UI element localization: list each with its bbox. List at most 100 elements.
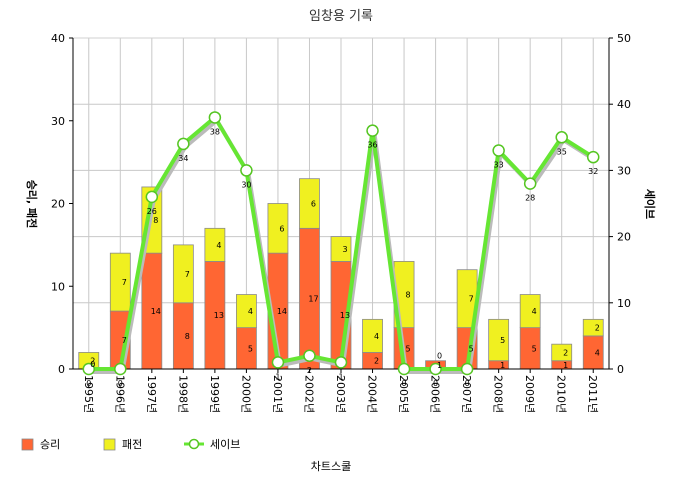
bar-승리 bbox=[582, 335, 604, 370]
data-label-승리: 5 bbox=[406, 344, 411, 353]
data-label-세이브: 33 bbox=[494, 161, 504, 170]
data-label-패전: 8 bbox=[153, 216, 158, 225]
data-label-승리: 5 bbox=[248, 344, 253, 353]
bar-승리 bbox=[362, 352, 383, 370]
bar-승리 bbox=[519, 327, 541, 370]
data-label-패전: 6 bbox=[279, 224, 284, 233]
data-label-패전: 4 bbox=[248, 307, 253, 316]
data-label-패전: 2 bbox=[595, 324, 600, 333]
bar-패전 bbox=[236, 294, 257, 329]
data-label-승리: 13 bbox=[214, 311, 224, 320]
x-tick-label: 2006년 bbox=[429, 375, 442, 413]
x-tick-label: 1998년 bbox=[176, 375, 189, 413]
y2-tick-label: 20 bbox=[617, 231, 631, 244]
data-label-패전: 2 bbox=[563, 348, 568, 357]
save-point bbox=[271, 356, 285, 369]
legend-label-승리: 승리 bbox=[40, 438, 60, 451]
bar-승리 bbox=[236, 327, 257, 370]
data-label-패전: 5 bbox=[500, 336, 505, 345]
x-tick-label: 2002년 bbox=[302, 375, 315, 413]
data-label-세이브: 0 bbox=[86, 379, 91, 388]
save-point bbox=[555, 131, 568, 144]
save-point bbox=[586, 150, 600, 164]
y2-axis-label: 세이브 bbox=[643, 189, 657, 219]
data-label-세이브: 36 bbox=[367, 141, 377, 150]
save-point bbox=[208, 111, 222, 124]
x-tick-label: 2004년 bbox=[366, 375, 379, 413]
data-label-승리: 14 bbox=[277, 307, 287, 316]
bar-패전 bbox=[551, 343, 573, 362]
x-tick-label: 2010년 bbox=[555, 375, 568, 413]
data-label-패전: 2 bbox=[90, 357, 95, 366]
y2-tick-label: 10 bbox=[617, 297, 631, 310]
data-label-세이브: 26 bbox=[147, 207, 157, 216]
data-label-승리: 7 bbox=[122, 336, 127, 345]
data-label-패전: 7 bbox=[469, 295, 474, 304]
data-label-패전: 7 bbox=[185, 270, 190, 279]
data-label-세이브: 38 bbox=[210, 127, 220, 136]
bar-승리 bbox=[488, 360, 510, 370]
data-label-세이브: 1 bbox=[338, 372, 343, 381]
data-label-승리: 1 bbox=[563, 361, 568, 370]
x-tick-label: 2005년 bbox=[397, 375, 410, 413]
bar-패전 bbox=[299, 178, 320, 229]
data-label-패전: 4 bbox=[216, 241, 221, 250]
bar-패전 bbox=[204, 227, 226, 262]
data-label-패전: 6 bbox=[311, 200, 316, 209]
data-label-패전: 8 bbox=[406, 291, 411, 300]
data-label-패전: 0 bbox=[437, 352, 442, 361]
y2-tick-label: 0 bbox=[617, 363, 624, 376]
data-label-세이브: 35 bbox=[557, 147, 567, 156]
data-label-승리: 1 bbox=[500, 361, 505, 370]
x-tick-label: 2008년 bbox=[492, 375, 505, 413]
save-point bbox=[303, 349, 316, 363]
y-tick-label: 30 bbox=[51, 115, 65, 128]
x-tick-label: 2007년 bbox=[460, 375, 473, 413]
y-tick-label: 0 bbox=[58, 363, 65, 376]
x-tick-label: 1995년 bbox=[82, 375, 95, 413]
y-tick-label: 20 bbox=[51, 198, 65, 211]
save-point bbox=[429, 362, 442, 376]
bar-패전 bbox=[267, 203, 289, 254]
data-label-세이브: 2 bbox=[307, 366, 312, 375]
data-label-승리: 4 bbox=[595, 348, 600, 357]
save-point bbox=[145, 190, 159, 204]
data-label-세이브: 28 bbox=[525, 194, 535, 203]
legend-label-패전: 패전 bbox=[122, 438, 142, 451]
bar-패전 bbox=[330, 236, 352, 262]
data-label-승리: 17 bbox=[308, 295, 318, 304]
data-label-세이브: 32 bbox=[588, 167, 598, 176]
y2-tick-label: 40 bbox=[617, 98, 631, 111]
data-label-패전: 3 bbox=[342, 245, 347, 254]
legend: 승리 패전 세이브 bbox=[21, 438, 240, 451]
data-label-패전: 4 bbox=[374, 332, 379, 341]
bar-패전 bbox=[172, 244, 194, 304]
save-point bbox=[366, 124, 379, 137]
bar-승리 bbox=[172, 302, 194, 370]
save-point bbox=[82, 362, 96, 376]
data-label-승리: 13 bbox=[340, 311, 350, 320]
data-label-세이브: 0 bbox=[465, 379, 470, 388]
chart-footer: 차트스쿨 bbox=[311, 460, 351, 473]
x-tick-label: 2000년 bbox=[239, 375, 252, 413]
y2-tick-label: 50 bbox=[617, 32, 631, 45]
data-label-승리: 14 bbox=[151, 307, 161, 316]
data-label-승리: 2 bbox=[374, 357, 379, 366]
x-tick-label: 2003년 bbox=[334, 375, 347, 413]
data-label-패전: 7 bbox=[122, 278, 127, 287]
legend-swatch-패전 bbox=[103, 438, 116, 451]
bar-패전 bbox=[362, 318, 383, 353]
data-label-세이브: 30 bbox=[241, 180, 251, 189]
legend-label-세이브: 세이브 bbox=[210, 438, 240, 451]
x-tick-label: 2011년 bbox=[586, 375, 599, 413]
data-label-승리: 5 bbox=[532, 344, 537, 353]
chart-title: 임창용 기록 bbox=[309, 9, 373, 24]
y-tick-label: 10 bbox=[51, 280, 65, 293]
data-label-승리: 0 bbox=[90, 360, 95, 369]
x-tick-label: 1996년 bbox=[113, 375, 126, 413]
data-label-승리: 1 bbox=[437, 361, 442, 370]
